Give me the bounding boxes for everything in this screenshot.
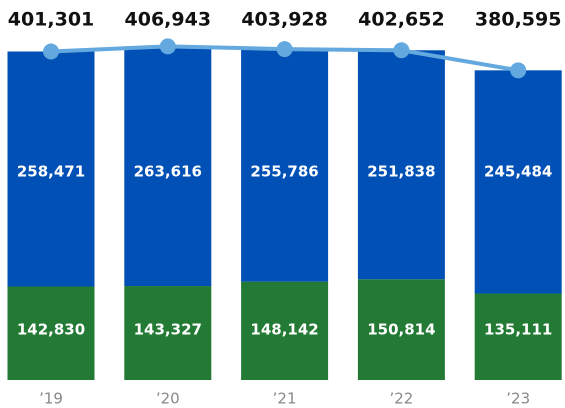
x-tick-label: ’21 xyxy=(273,390,297,408)
bar-segment xyxy=(241,49,329,282)
data-label: 148,142 xyxy=(250,321,318,339)
data-label: 245,484 xyxy=(484,163,552,181)
data-label: 255,786 xyxy=(250,163,318,181)
bar-segment xyxy=(474,293,562,380)
x-tick-label: ’19 xyxy=(39,390,63,408)
data-label: 251,838 xyxy=(367,163,435,181)
data-label: 142,830 xyxy=(17,321,85,339)
data-label: 150,814 xyxy=(367,321,435,339)
total-label: 402,652 xyxy=(358,9,445,31)
bar-segment xyxy=(7,286,95,380)
x-tick-label: ’23 xyxy=(506,390,530,408)
x-tick-label: ’20 xyxy=(156,390,180,408)
total-label: 403,928 xyxy=(241,9,328,31)
bar-segment xyxy=(357,279,445,380)
x-tick-label: ’22 xyxy=(389,390,413,408)
bar-segment xyxy=(124,286,212,380)
data-label: 263,616 xyxy=(134,163,202,181)
total-point xyxy=(43,43,59,60)
bar-segment xyxy=(474,70,562,294)
total-point xyxy=(510,62,527,79)
data-label: 258,471 xyxy=(17,163,85,181)
total-label: 401,301 xyxy=(8,9,95,31)
bar-segment xyxy=(7,51,95,287)
total-point xyxy=(393,42,410,59)
total-point xyxy=(159,38,176,55)
total-point xyxy=(276,41,293,58)
bar-segment xyxy=(124,46,212,287)
data-label: 143,327 xyxy=(134,321,202,339)
bar-segment xyxy=(241,281,329,380)
total-label: 406,943 xyxy=(125,9,212,31)
bar-segment xyxy=(357,50,445,280)
data-label: 135,111 xyxy=(484,321,552,339)
total-label: 380,595 xyxy=(475,9,562,31)
